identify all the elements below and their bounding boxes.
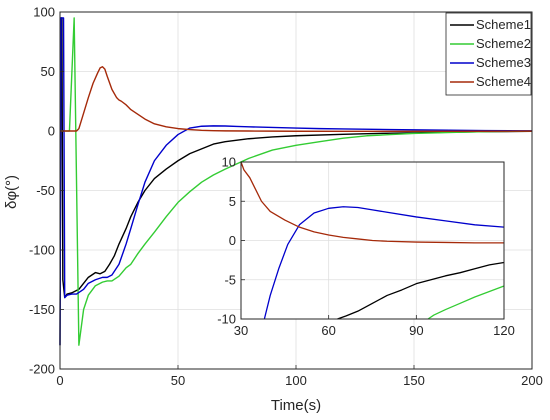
inset-series-scheme3 bbox=[263, 206, 505, 320]
main-series-scheme3 bbox=[59, 17, 533, 346]
inset-series-scheme1 bbox=[337, 261, 505, 320]
main-x-tick-label: 50 bbox=[171, 373, 185, 388]
legend-label: Scheme4 bbox=[476, 74, 531, 89]
inset-chart: 30 60 90 120 10 5 0 -5 -10 bbox=[217, 155, 515, 339]
legend-entry-scheme3: Scheme3 bbox=[450, 55, 531, 70]
inset-x-tick-label: 90 bbox=[409, 323, 423, 338]
main-x-tick-label: 100 bbox=[285, 373, 307, 388]
inset-y-tick-label: 5 bbox=[229, 194, 236, 209]
main-y-tick-label: -50 bbox=[36, 183, 55, 198]
main-x-tick-label: 200 bbox=[521, 373, 543, 388]
legend-entry-scheme2: Scheme2 bbox=[450, 36, 531, 51]
main-y-tick-label: -100 bbox=[29, 243, 55, 258]
main-series-scheme2 bbox=[60, 17, 533, 346]
main-y-tick-label: 0 bbox=[48, 124, 55, 139]
x-axis-label: Time(s) bbox=[271, 397, 321, 414]
main-series-scheme1 bbox=[59, 17, 533, 346]
main-x-tick-label: 150 bbox=[403, 373, 425, 388]
y-axis-label: δφ(°) bbox=[3, 175, 20, 209]
main-y-tick-label: 100 bbox=[33, 5, 55, 20]
inset-tick-labels: 30 60 90 120 10 5 0 -5 -10 bbox=[217, 155, 515, 339]
main-y-tick-label: -150 bbox=[29, 302, 55, 317]
main-x-tick-label: 0 bbox=[56, 373, 63, 388]
legend-entry-scheme1: Scheme1 bbox=[450, 17, 531, 32]
legend: Scheme1 Scheme2 Scheme3 Scheme4 bbox=[445, 12, 532, 96]
inset-y-tick-label: -5 bbox=[224, 272, 236, 287]
main-y-tick-label: -200 bbox=[29, 362, 55, 377]
inset-y-tick-label: 10 bbox=[222, 155, 236, 170]
legend-entry-scheme4: Scheme4 bbox=[450, 74, 531, 89]
main-series-scheme4 bbox=[60, 66, 533, 133]
legend-label: Scheme1 bbox=[476, 17, 531, 32]
main-series bbox=[59, 17, 533, 346]
inset-series-scheme2 bbox=[427, 285, 505, 320]
main-y-tick-label: 50 bbox=[41, 64, 55, 79]
inset-x-tick-label: 60 bbox=[321, 323, 335, 338]
inset-x-tick-label: 30 bbox=[234, 323, 248, 338]
legend-label: Scheme3 bbox=[476, 55, 531, 70]
legend-label: Scheme2 bbox=[476, 36, 531, 51]
inset-series-scheme4 bbox=[240, 161, 504, 244]
inset-series bbox=[240, 161, 505, 320]
inset-y-tick-label: 0 bbox=[229, 233, 236, 248]
inset-x-tick-label: 120 bbox=[493, 323, 515, 338]
inset-y-tick-label: -10 bbox=[217, 312, 236, 327]
